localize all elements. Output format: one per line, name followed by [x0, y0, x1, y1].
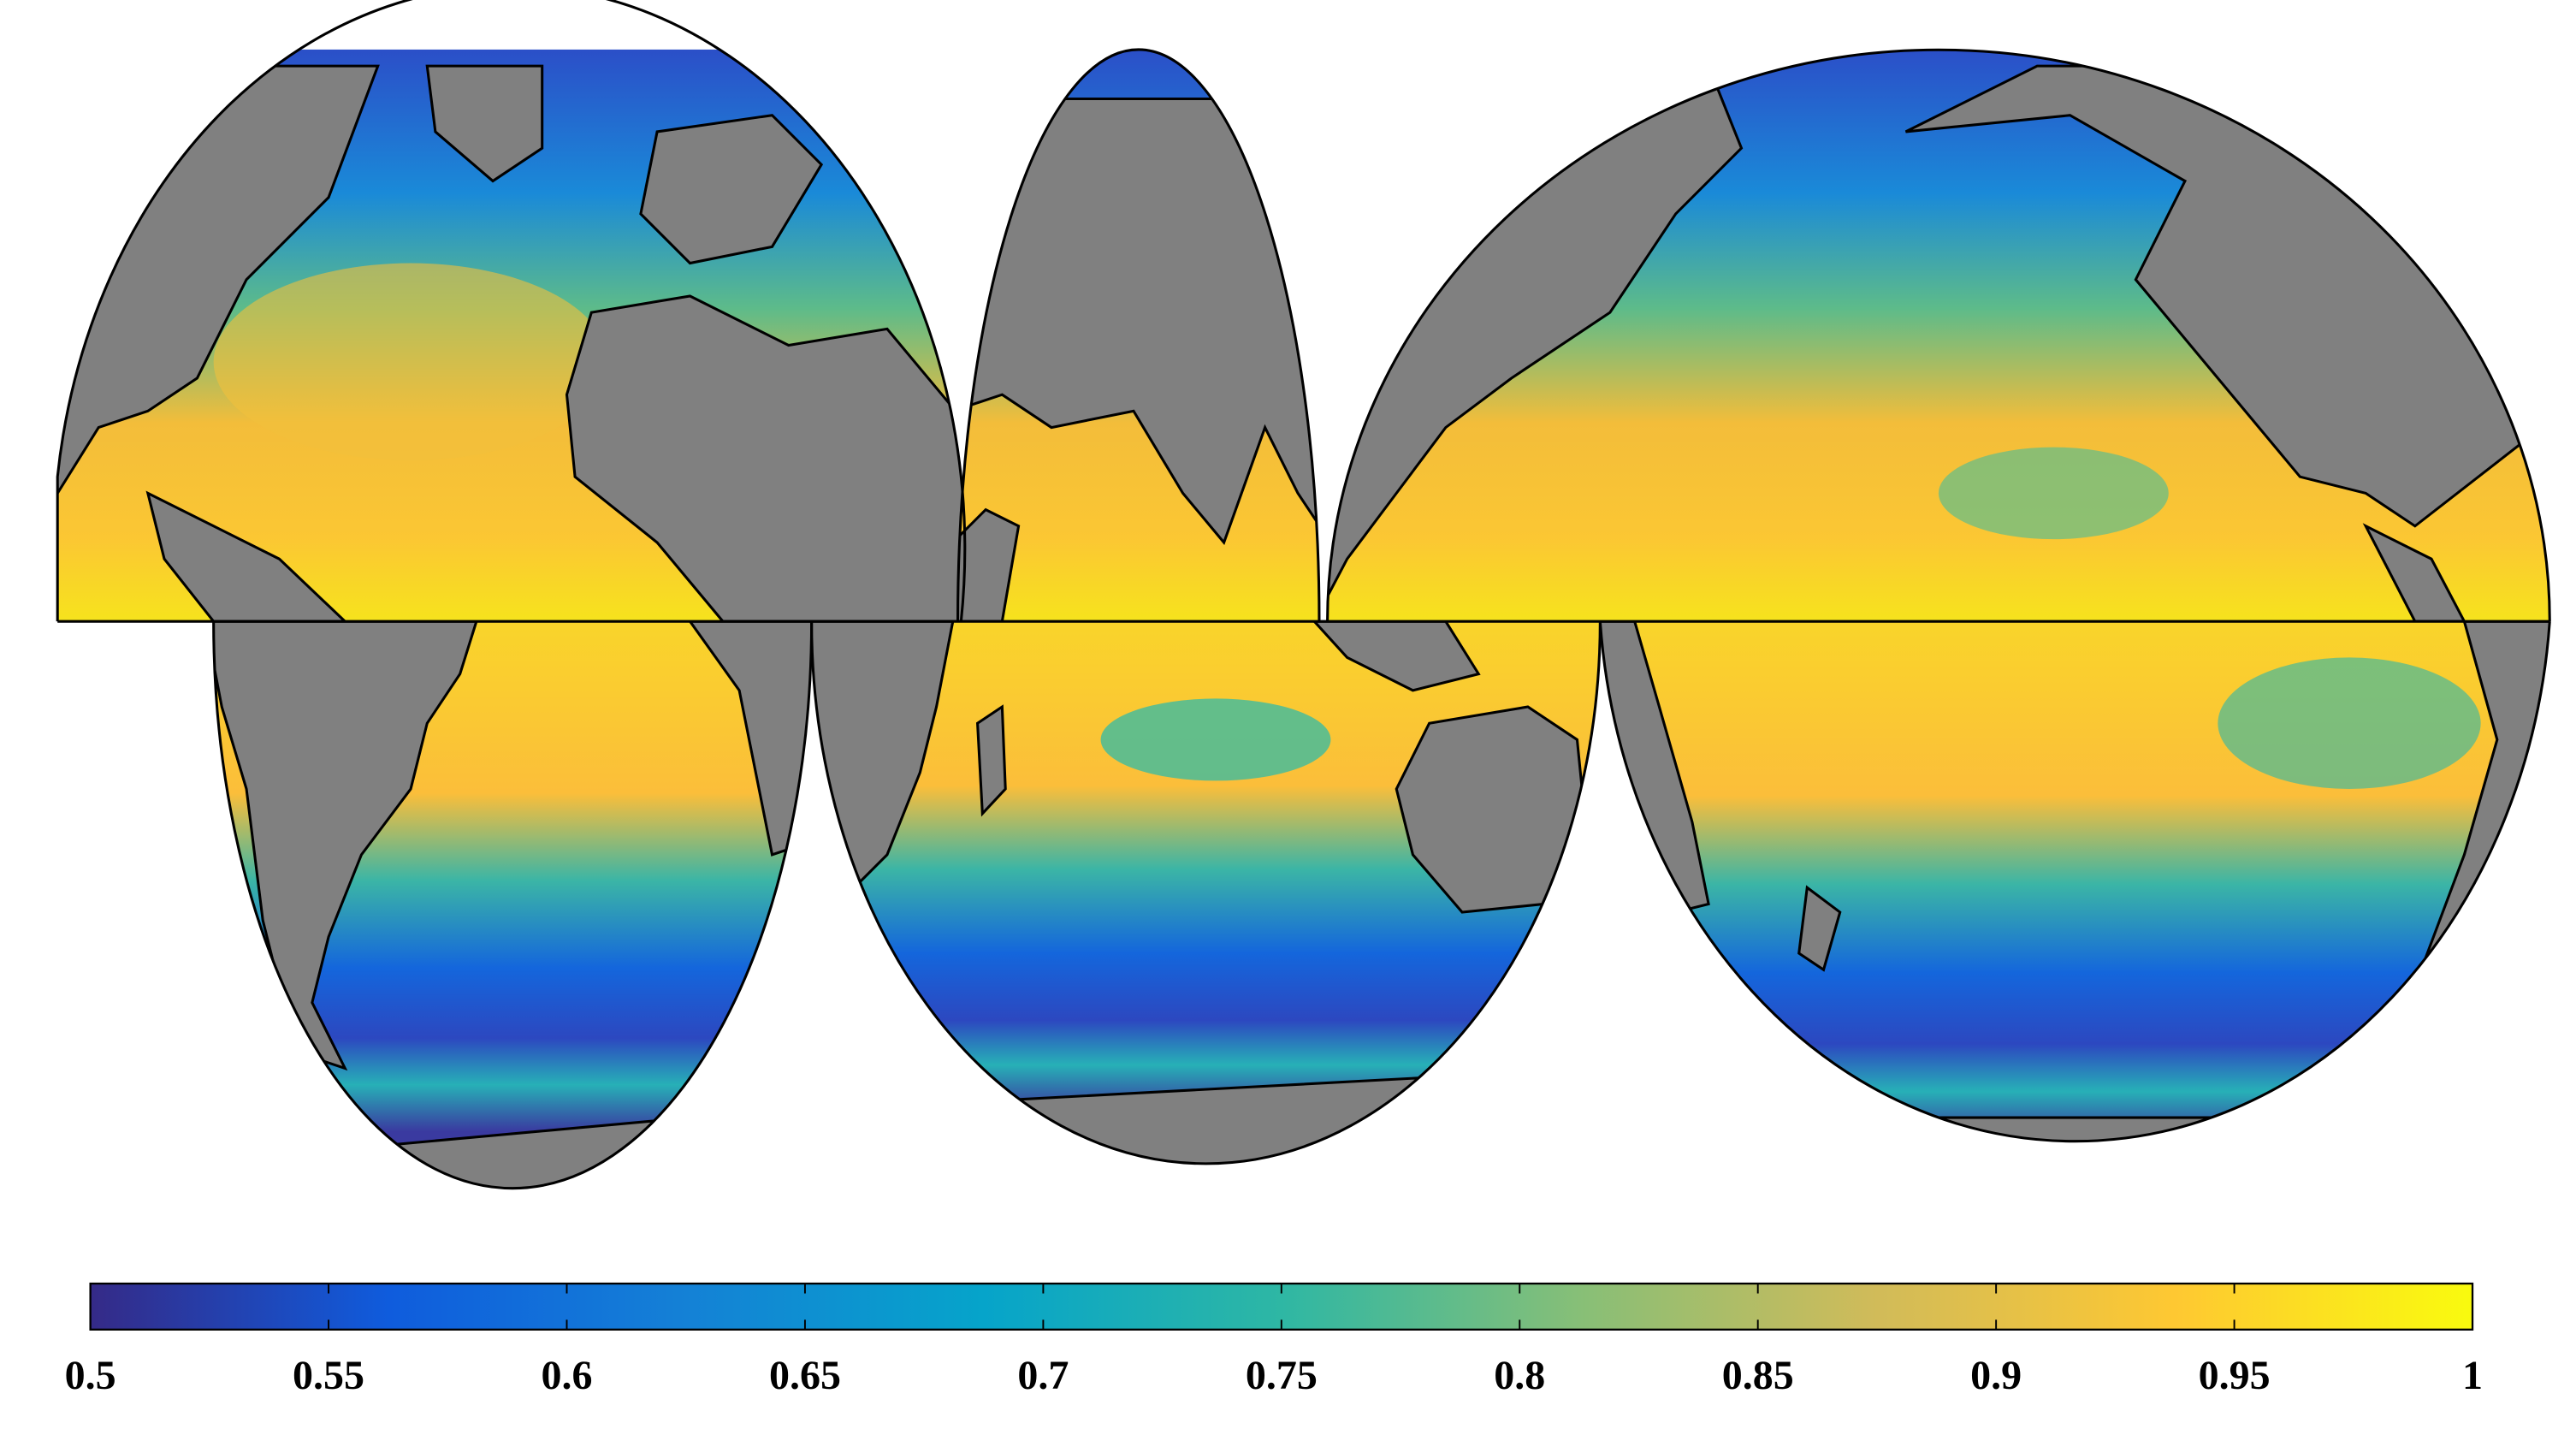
colorbar-tick-label: 0.7	[1017, 1353, 1069, 1398]
map-outline	[56, 0, 2551, 1190]
indian-south-lobe	[811, 621, 1601, 1164]
colorbar-tick-label: 0.5	[65, 1353, 116, 1398]
colorbar-tick-label: 0.6	[541, 1353, 592, 1398]
south-atlantic-lobe	[213, 621, 812, 1189]
north-atlantic-lobe	[57, 49, 965, 622]
colorbar-tick-label: 0.55	[293, 1353, 364, 1398]
colorbar-tick-label: 0.65	[769, 1353, 841, 1398]
colorbar-tick-label: 1	[2462, 1353, 2483, 1398]
colorbar-tick-label: 0.9	[1970, 1353, 2022, 1398]
colorbar-tick-label: 0.8	[1494, 1353, 1545, 1398]
colorbar-tick-label: 0.75	[1246, 1353, 1318, 1398]
indian-lobe	[957, 49, 1319, 622]
pacific-south-lobe	[1600, 621, 2550, 1141]
colorbar-tick-label: 0.95	[2199, 1353, 2271, 1398]
colorbar-tick-label: 0.85	[1722, 1353, 1794, 1398]
pacific-north-lobe	[1327, 50, 2550, 622]
